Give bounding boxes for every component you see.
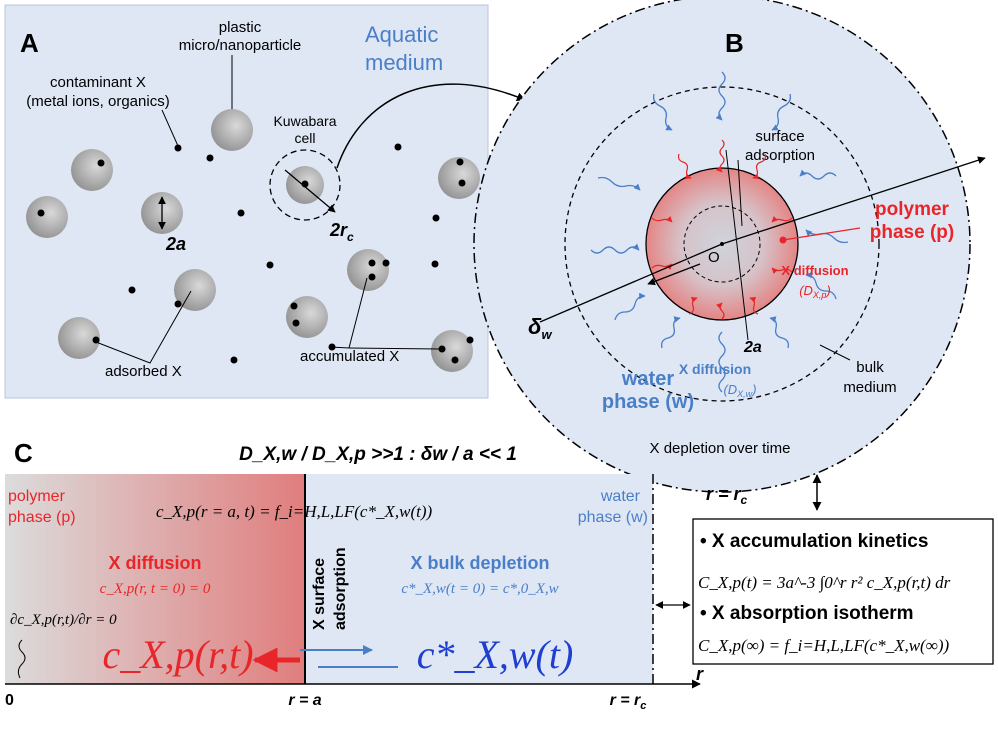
contaminant-leader (161, 109, 179, 147)
polymer-leader (782, 227, 861, 241)
polymer-diffusion-arrows (651, 139, 793, 320)
axis-zero: 0 (5, 692, 14, 709)
water-phase-label-2: phase (w) (602, 391, 694, 413)
x-diffusion-c-label: X diffusion (109, 553, 202, 573)
two-a-b-label: 2a (743, 339, 762, 356)
isotherm-title: • X absorption isotherm (700, 603, 914, 624)
symmetry-squiggle (17, 639, 26, 679)
panel-a: A Aquatic medium plastic micro/nanoparti… (4, 4, 526, 399)
dxw-label: (DX,w) (723, 382, 756, 399)
surface-adsorption-vertical-1: X surface (311, 558, 328, 630)
panel-b-letter: B (725, 28, 744, 58)
kuwabara-label-2: cell (294, 130, 315, 146)
kuwabara-label-1: Kuwabara (273, 113, 336, 129)
aquatic-label-1: Aquatic (365, 22, 438, 47)
adsorbed-label: adsorbed X (105, 363, 182, 380)
water-concentration: c*_X,w(t) (417, 632, 574, 677)
bulk-medium-label-1: bulk (856, 359, 884, 376)
symmetry-condition: ∂c_X,p(r,t)/∂r = 0 (10, 612, 117, 628)
aquatic-label-2: medium (365, 50, 443, 75)
bulk-depletion-label: X bulk depletion (410, 553, 549, 573)
particle (431, 330, 473, 372)
accumulated-leader-2 (348, 347, 441, 350)
surface-leader (737, 159, 743, 227)
inner-core-outline (683, 205, 761, 283)
polymer-c-label-1: polymer (8, 488, 66, 505)
initial-p-equation: c_X,p(r, t = 0) = 0 (100, 581, 211, 597)
water-diffusion-arrows (590, 71, 849, 393)
ratio-condition: D_X,w / D_X,p >>1 : δw / a << 1 (239, 444, 517, 465)
axis-r-equals-a: r = a (288, 692, 321, 709)
accumulated-label: accumulated X (300, 348, 399, 365)
kuwabara-cell-outline (269, 149, 341, 221)
surface-adsorption-vertical-2: adsorption (332, 547, 349, 630)
water-phase-label-1: water (621, 368, 674, 390)
zoom-connector-arrow (336, 83, 526, 169)
two-a-label: 2a (165, 234, 186, 254)
surface-label-2: adsorption (745, 147, 815, 164)
equation-box: • X accumulation kinetics C_X,p(t) = 3a^… (692, 518, 994, 665)
diameter-line (725, 149, 749, 341)
x-diffusion-p-label: X diffusion (781, 263, 848, 278)
two-rc-label: 2rc (329, 220, 354, 244)
kuwabara-diameter-arrow (284, 169, 336, 213)
water-c-label-2: phase (w) (578, 509, 648, 526)
initial-w-equation: c*_X,w(t = 0) = c*,0_X,w (401, 581, 558, 597)
polymer-c-label-2: phase (p) (8, 509, 76, 526)
depletion-label: X depletion over time (650, 440, 791, 457)
isotherm-equation: C_X,p(∞) = f_i=H,L,LF(c*_X,w(∞)) (698, 636, 949, 655)
delta-arrow-left (647, 263, 701, 286)
particle (71, 149, 113, 191)
contaminant-label-2: (metal ions, organics) (26, 93, 169, 110)
polymer-phase-label-1: polymer (875, 199, 950, 220)
panel-a-letter: A (20, 28, 39, 58)
axis-r-label: r (696, 664, 704, 684)
accumulation-equation: C_X,p(t) = 3a^-3 ∫0^r r² c_X,p(r,t) dr (698, 573, 951, 593)
plastic-label-1: plastic (219, 19, 262, 36)
boundary-equation: c_X,p(r = a, t) = f_i=H,L,LF(c*_X,w(t)) (156, 502, 432, 521)
particle (174, 269, 216, 311)
origin-label: O (708, 249, 720, 266)
particle (286, 296, 328, 338)
diffusion-layer-boundary (564, 86, 880, 402)
panel-c-letter: C (14, 438, 33, 468)
particle (26, 196, 68, 238)
polymer-phase-label-2: phase (p) (870, 222, 954, 243)
panel-c: C D_X,w / D_X,p >>1 : δw / a << 1 polyme… (5, 438, 822, 712)
bulk-medium-label-2: medium (843, 379, 896, 396)
polymer-leader-dot (779, 236, 787, 244)
r-equals-rc-label: r = rc (706, 484, 748, 507)
delta-w-label: δw (528, 314, 552, 342)
origin-point (720, 242, 724, 246)
plastic-label-2: micro/nanoparticle (179, 37, 302, 54)
particle (58, 317, 100, 359)
contaminant-label-1: contaminant X (50, 74, 146, 91)
delta-line (539, 243, 723, 323)
polymer-concentration: c_X,p(r,t) (102, 632, 253, 677)
adsorbed-leader (95, 290, 192, 364)
axis-r-equals-rc: r = rc (610, 692, 647, 712)
panel-b: B surface adsorption (473, 0, 986, 493)
contaminant-dots (37, 143, 474, 364)
radial-axis-line (721, 156, 986, 245)
water-c-label-1: water (600, 488, 641, 505)
bulk-leader (819, 344, 851, 361)
dxp-label: (DX,p) (799, 283, 831, 300)
particle (438, 157, 480, 199)
particle (211, 109, 253, 151)
equation-box-frame (692, 518, 994, 665)
particle (347, 249, 389, 291)
accumulation-title: • X accumulation kinetics (700, 531, 928, 552)
surface-label-1: surface (755, 128, 804, 145)
x-diffusion-w-label: X diffusion (679, 361, 751, 377)
